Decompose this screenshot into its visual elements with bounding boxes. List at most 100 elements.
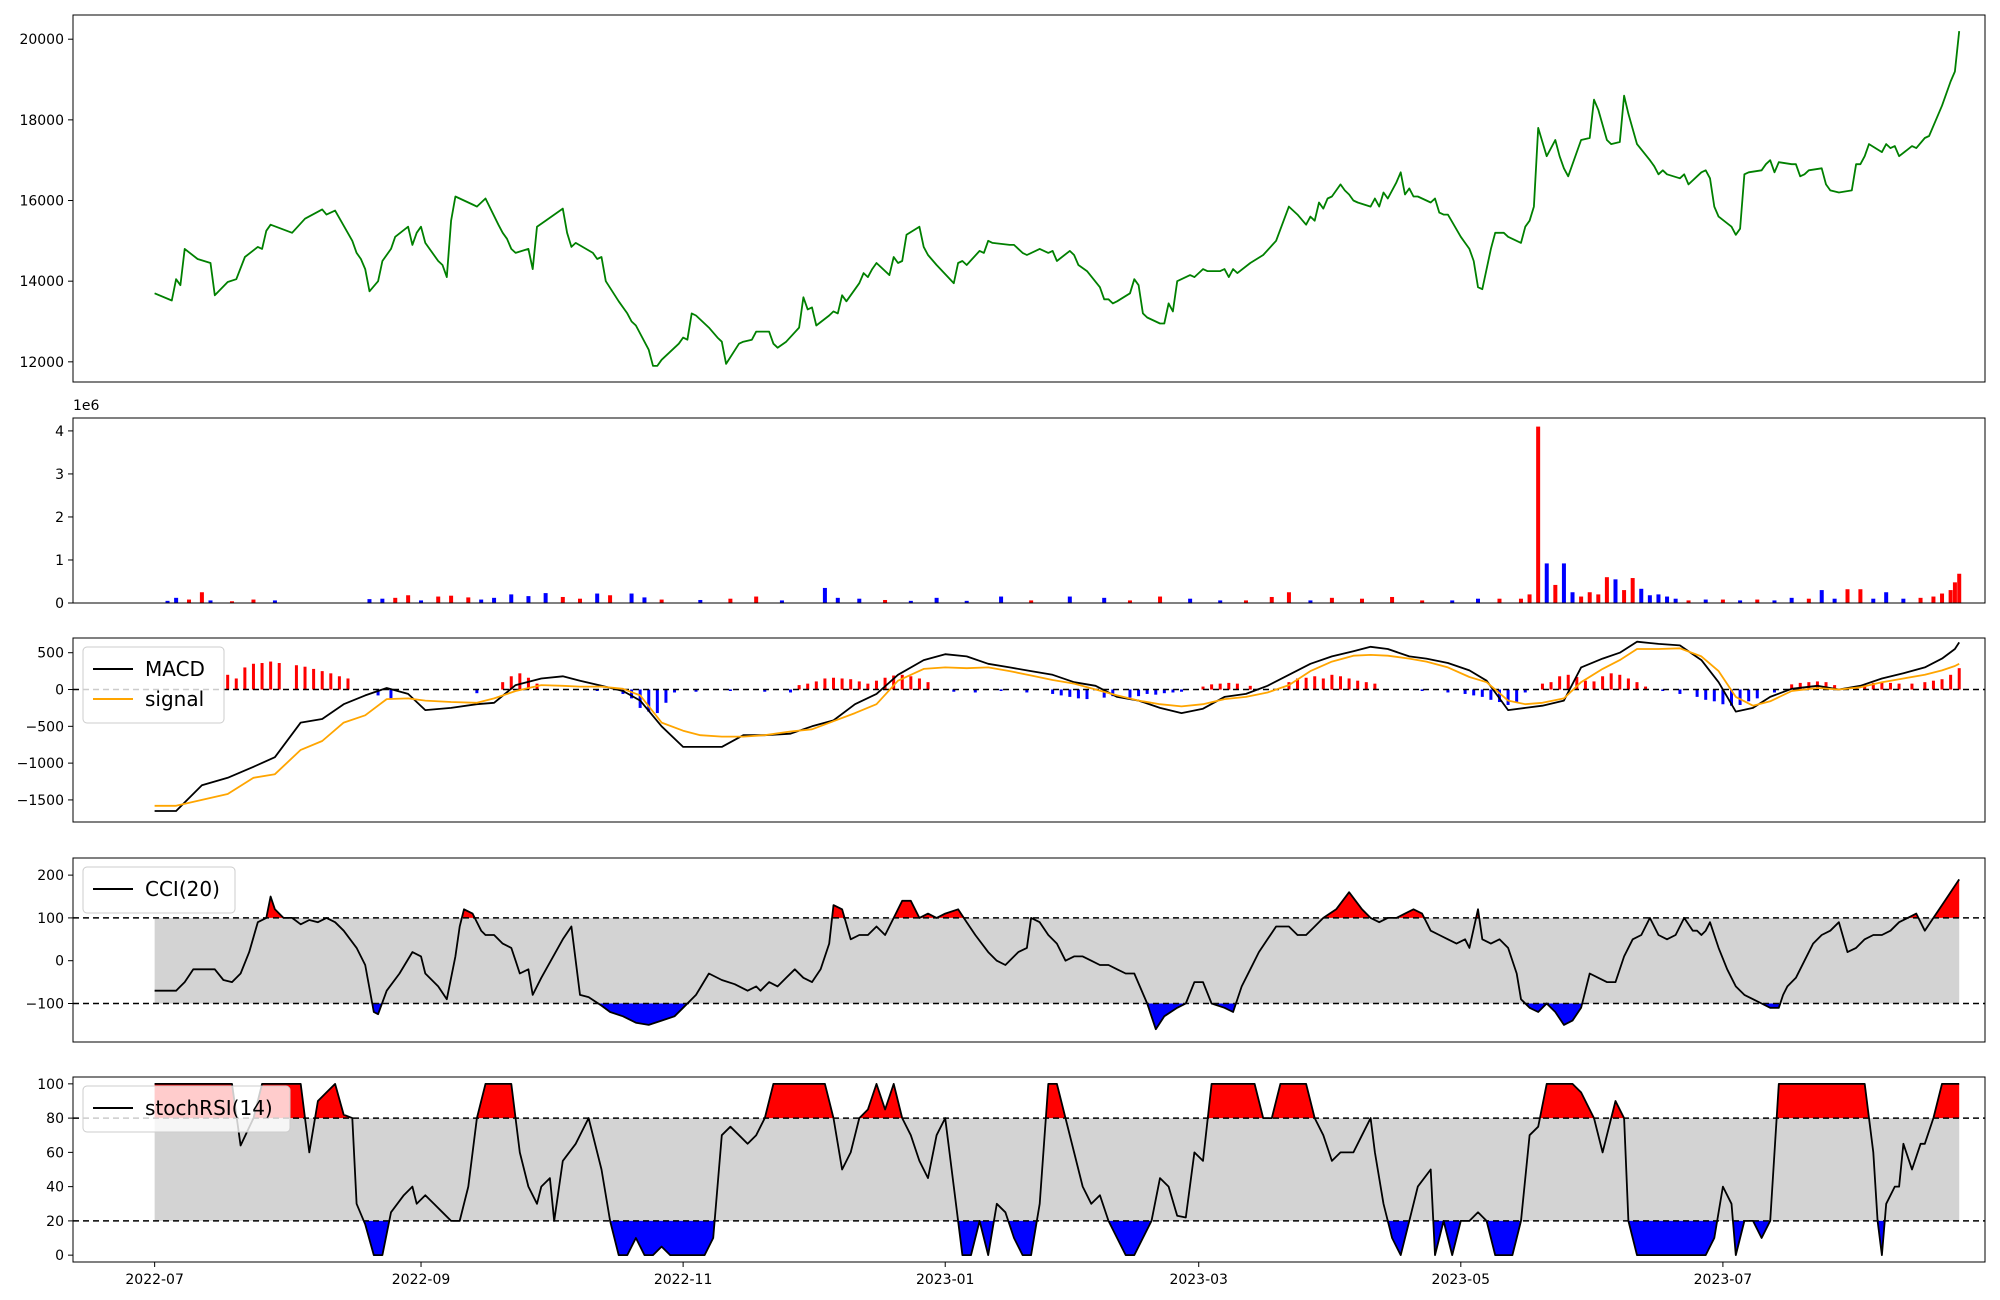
macd-histogram-bar <box>1515 689 1519 703</box>
macd-histogram-bar <box>892 675 896 690</box>
macd-histogram-bar <box>1540 683 1544 690</box>
volume-bar <box>1639 588 1644 603</box>
macd-histogram-bar <box>1373 683 1377 690</box>
volume-bar <box>492 597 497 603</box>
volume-bar <box>1918 597 1923 603</box>
macd-histogram-bar <box>673 689 677 693</box>
volume-bar <box>1673 598 1678 603</box>
cci-above-fill <box>832 905 845 918</box>
macd-histogram-bar <box>1755 689 1759 699</box>
macd-histogram-bar <box>294 665 298 690</box>
macd-histogram-bar <box>1618 674 1622 690</box>
volume-bar <box>1871 598 1876 603</box>
macd-histogram-bar <box>1248 685 1252 690</box>
volume-bar <box>1720 599 1725 603</box>
macd-histogram-bar <box>1523 689 1527 693</box>
x-tick-label: 2023-05 <box>1432 1272 1491 1288</box>
macd-histogram-bar <box>251 663 255 690</box>
stochrsi-below-fill <box>1108 1220 1152 1256</box>
macd-histogram-bar <box>234 678 238 690</box>
stochrsi-above-fill <box>1271 1083 1315 1119</box>
macd-histogram-bar <box>1296 678 1300 690</box>
volume-bar <box>1901 598 1906 603</box>
macd-histogram-bar <box>1227 682 1231 690</box>
volume-bar <box>1819 590 1824 603</box>
volume-bar <box>1630 578 1635 603</box>
macd-histogram-bar <box>630 689 634 699</box>
volume-bar <box>174 597 179 603</box>
stochrsi-below-fill <box>1443 1220 1461 1256</box>
stochrsi-ytick-label: 100 <box>37 1077 64 1093</box>
macd-histogram-bar <box>917 678 921 690</box>
stochrsi-below-fill <box>1628 1220 1718 1256</box>
volume-bar <box>754 596 759 603</box>
stochrsi-above-fill <box>764 1083 834 1119</box>
macd-histogram-bar <box>1497 689 1501 703</box>
cci-below-fill <box>598 1003 688 1025</box>
volume-bar <box>560 596 565 603</box>
x-tick-label: 2022-11 <box>654 1272 713 1288</box>
volume-bar <box>1604 577 1609 603</box>
stochrsi-below-fill <box>979 1220 994 1256</box>
macd-histogram-bar <box>475 689 479 694</box>
macd-histogram-bar <box>1824 682 1828 690</box>
macd-histogram-bar <box>832 677 836 690</box>
macd-frame <box>72 637 1986 823</box>
volume-bar <box>1884 592 1889 603</box>
volume-bar <box>1832 598 1837 603</box>
cci-band <box>154 917 1960 1004</box>
volume-bar <box>1755 599 1760 603</box>
volume-ytick-label: 4 <box>55 424 64 440</box>
macd-histogram-bar <box>1601 676 1605 690</box>
x-tick-label: 2022-09 <box>392 1272 451 1288</box>
volume-bar <box>1665 596 1670 603</box>
macd-histogram-bar <box>1489 689 1493 700</box>
volume-bar <box>1806 598 1811 603</box>
stochrsi-below-fill <box>1486 1220 1521 1256</box>
macd-ytick-label: −500 <box>26 719 64 735</box>
cci-legend-box <box>82 866 236 914</box>
price-panel: 12000 14000 16000 18000 20000 <box>19 14 1986 383</box>
macd-histogram-bar <box>909 676 913 690</box>
macd-histogram-bar <box>1201 686 1205 690</box>
volume-bar <box>509 594 514 603</box>
macd-histogram-bar <box>1772 689 1776 693</box>
macd-ytick-label: −1500 <box>17 793 64 809</box>
macd-histogram-bar <box>260 663 264 690</box>
macd-ytick-label: −1000 <box>17 756 64 772</box>
volume-bar <box>406 595 411 603</box>
volume-bar <box>934 597 939 603</box>
volume-bar <box>199 592 204 603</box>
volume-bar <box>272 600 277 603</box>
macd-histogram-bar <box>1025 689 1029 693</box>
macd-histogram-bar <box>1068 689 1072 697</box>
macd-histogram-bar <box>346 678 350 690</box>
cci-above-fill <box>936 909 964 918</box>
macd-histogram-bar <box>973 689 977 693</box>
price-line <box>154 31 1961 367</box>
volume-bar <box>1518 598 1523 603</box>
volume-bar <box>367 599 372 603</box>
macd-histogram-bar <box>1661 689 1665 691</box>
macd-legend-label: signal <box>145 687 204 711</box>
macd-histogram-bar <box>526 677 530 690</box>
volume-bar <box>857 598 862 603</box>
volume-bar <box>1772 600 1777 603</box>
macd-histogram-bar <box>1051 689 1055 694</box>
macd-histogram-bar <box>1695 689 1699 697</box>
stochrsi-band <box>154 1118 1960 1221</box>
volume-bar <box>728 598 733 603</box>
volume-bar <box>1536 426 1541 603</box>
macd-histogram-bar <box>1871 682 1875 690</box>
volume-bar <box>1940 593 1945 603</box>
macd-histogram-bar <box>1897 683 1901 690</box>
macd-histogram-bar <box>1446 689 1450 693</box>
macd-histogram-bar <box>823 678 827 690</box>
macd-histogram-bar <box>1472 689 1476 696</box>
macd-histogram-bar <box>1356 680 1360 690</box>
macd-histogram-bar <box>1347 678 1351 690</box>
volume-bar <box>1587 592 1592 603</box>
macd-histogram-bar <box>226 674 230 690</box>
stochrsi-below-fill <box>363 1220 390 1256</box>
macd-legend-label: MACD <box>145 657 205 681</box>
